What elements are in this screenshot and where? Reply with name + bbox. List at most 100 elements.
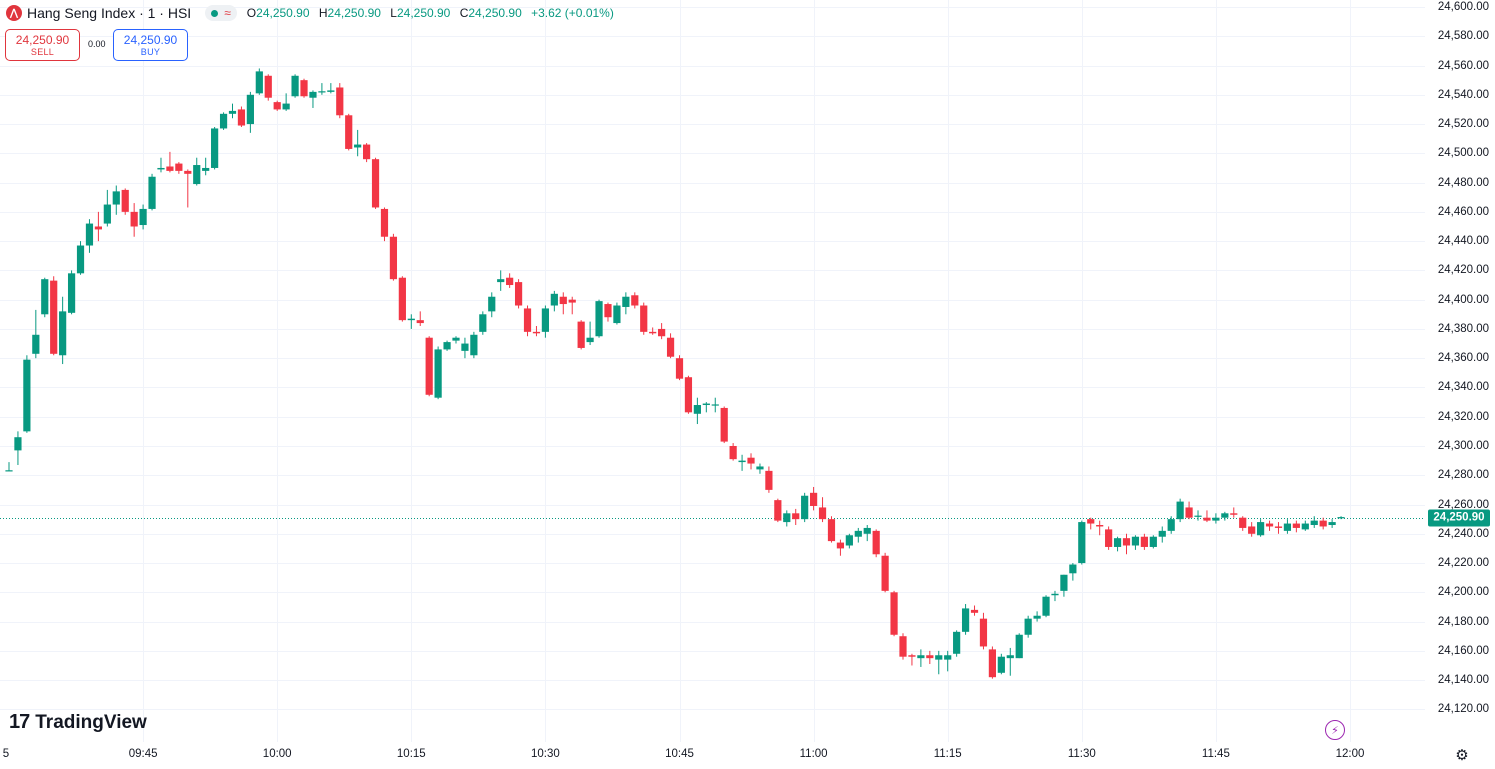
candle-up xyxy=(997,653,1005,675)
price-tick-label: 24,520.00 xyxy=(1437,118,1489,131)
candle-up xyxy=(354,129,362,157)
candle-body xyxy=(586,337,594,343)
tradingview-logo[interactable]: 17 TradingView xyxy=(9,711,147,734)
candle-body xyxy=(50,280,58,354)
candle-down xyxy=(398,276,406,322)
candle-body xyxy=(997,656,1005,673)
candle-body xyxy=(264,75,272,98)
symbol-title[interactable]: Hang Seng Index · 1 · HSI xyxy=(27,5,192,21)
buy-button[interactable]: 24,250.90 BUY xyxy=(113,29,188,61)
candle-down xyxy=(1203,510,1211,523)
time-axis[interactable]: 5 09:45 10:00 10:15 10:30 10:45 11:00 11:15 11:3… xyxy=(0,742,1425,769)
candle-up xyxy=(479,311,487,335)
candle-up xyxy=(282,93,290,111)
candle-up xyxy=(550,290,558,312)
candle-down xyxy=(1140,533,1148,550)
chart-pane[interactable] xyxy=(0,0,1425,742)
candle-up xyxy=(291,74,299,98)
candle-body xyxy=(157,167,165,170)
candle-down xyxy=(649,327,657,335)
candle-up xyxy=(407,314,415,329)
candle-down xyxy=(532,325,541,337)
close-label: C xyxy=(459,6,469,20)
candle-body xyxy=(961,608,970,632)
candle-body xyxy=(702,403,710,406)
candle-up xyxy=(23,355,31,433)
candle-body xyxy=(693,405,701,414)
symbol-legend: ⋀ Hang Seng Index · 1 · HSI ≈ O24,250.90… xyxy=(6,5,614,21)
candle-up xyxy=(85,219,94,253)
candle-body xyxy=(1185,507,1193,518)
candle-body xyxy=(202,167,210,171)
candle-down xyxy=(1274,522,1283,534)
candle-body xyxy=(1257,522,1265,536)
high-label: H xyxy=(318,6,328,20)
hsi-logo-icon[interactable]: ⋀ xyxy=(6,5,22,21)
candle-body xyxy=(1212,517,1220,521)
candle-up xyxy=(738,454,746,471)
current-price-label: 24,250.90 xyxy=(1428,509,1490,527)
candle-body xyxy=(345,115,353,149)
close-value: 24,250.90 xyxy=(468,6,522,20)
time-tick-label: 09:45 xyxy=(128,748,158,760)
candle-body xyxy=(461,343,469,351)
price-tick-label: 24,400.00 xyxy=(1437,293,1489,306)
high-value: 24,250.90 xyxy=(327,6,381,20)
sell-button[interactable]: 24,250.90 SELL xyxy=(5,29,80,61)
market-status-pill[interactable]: ≈ xyxy=(205,5,237,21)
candle-body xyxy=(318,91,326,93)
candle-body xyxy=(899,636,907,657)
candle-up xyxy=(1167,516,1175,534)
candle-body xyxy=(1149,536,1157,547)
candle-body xyxy=(988,649,996,678)
candle-body xyxy=(300,80,308,97)
candlestick-chart[interactable] xyxy=(0,0,1425,742)
candle-body xyxy=(514,282,523,306)
candle-up xyxy=(148,173,156,211)
candle-down xyxy=(1319,517,1327,530)
candle-body xyxy=(1203,517,1211,521)
candle-down xyxy=(658,323,666,340)
candle-up xyxy=(59,296,67,365)
candle-body xyxy=(541,308,549,332)
candle-up xyxy=(1310,516,1318,528)
lightning-icon[interactable]: ⚡ xyxy=(1325,720,1345,740)
candle-down xyxy=(899,633,907,660)
candle-down xyxy=(631,292,639,309)
candle-down xyxy=(684,375,693,414)
candle-body xyxy=(684,377,693,413)
candle-body xyxy=(1265,523,1274,527)
candle-body xyxy=(792,513,800,520)
candle-body xyxy=(765,470,773,490)
candle-down xyxy=(720,406,728,444)
candle-up xyxy=(5,462,13,472)
candle-body xyxy=(720,407,728,442)
gear-icon[interactable]: ⚙ xyxy=(1455,747,1469,764)
candle-down xyxy=(130,203,138,237)
candle-body xyxy=(219,113,228,129)
price-tick-label: 24,200.00 xyxy=(1437,586,1489,599)
candle-body xyxy=(1015,634,1023,659)
candle-body xyxy=(550,293,558,306)
price-tick-label: 24,240.00 xyxy=(1437,527,1489,540)
candle-down xyxy=(175,162,183,174)
price-axis[interactable]: 24,600.00 24,580.00 24,560.00 24,540.00 24,5… xyxy=(1425,0,1495,742)
candle-down xyxy=(425,336,433,397)
candle-body xyxy=(568,299,576,303)
candle-up xyxy=(1051,590,1059,602)
candle-body xyxy=(810,492,818,506)
candle-down xyxy=(184,169,192,208)
candle-body xyxy=(5,470,13,472)
candle-up xyxy=(1131,535,1140,550)
time-tick-label: 10:15 xyxy=(396,748,426,760)
candle-up xyxy=(783,510,791,527)
candle-body xyxy=(354,144,362,148)
candle-body xyxy=(452,337,460,341)
candle-down xyxy=(389,233,398,281)
candle-up xyxy=(935,650,943,675)
candle-body xyxy=(1319,520,1327,527)
candle-down xyxy=(577,320,585,350)
candle-body xyxy=(1113,538,1122,547)
candle-down xyxy=(979,612,988,650)
candle-body xyxy=(926,655,934,659)
